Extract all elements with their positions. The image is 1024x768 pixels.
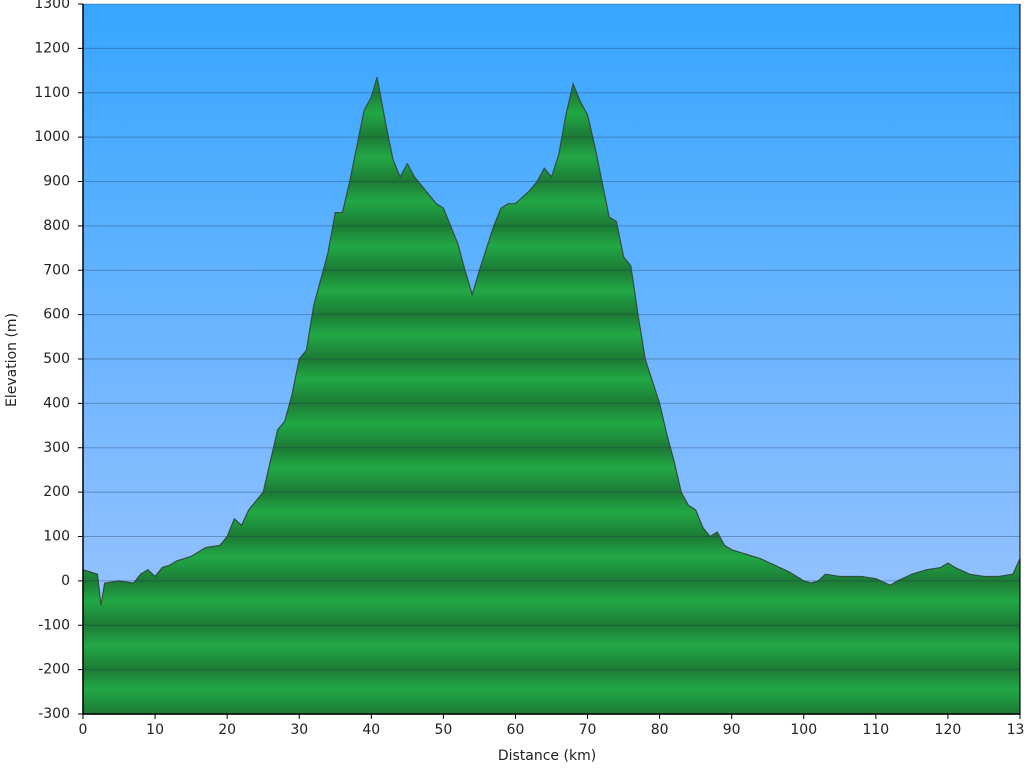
x-tick-label: 60 bbox=[507, 722, 525, 738]
y-tick-label: 0 bbox=[61, 573, 70, 589]
y-tick-label: 1000 bbox=[34, 129, 70, 145]
x-tick-label: 10 bbox=[146, 722, 164, 738]
x-tick-label: 50 bbox=[434, 722, 452, 738]
x-tick-label: 100 bbox=[790, 722, 817, 738]
elevation-area bbox=[82, 77, 1021, 715]
y-tick-label: -100 bbox=[38, 617, 70, 633]
y-tick-label: 800 bbox=[43, 218, 70, 234]
x-tick-label: 120 bbox=[935, 722, 962, 738]
x-tick-label: 0 bbox=[79, 722, 88, 738]
x-axis-title: Distance (km) bbox=[498, 748, 596, 764]
y-tick-label: 900 bbox=[43, 174, 70, 190]
x-tick-label: 20 bbox=[218, 722, 236, 738]
y-tick-label: -200 bbox=[38, 662, 70, 678]
y-tick-label: 1300 bbox=[34, 0, 70, 12]
x-tick-label: 110 bbox=[862, 722, 889, 738]
y-tick-label: 300 bbox=[43, 440, 70, 456]
y-tick-label: 700 bbox=[43, 262, 70, 278]
x-tick-label: 90 bbox=[723, 722, 741, 738]
y-tick-label: 200 bbox=[43, 484, 70, 500]
y-tick-label: 600 bbox=[43, 307, 70, 323]
y-tick-label: 100 bbox=[43, 529, 70, 545]
x-tick-label: 70 bbox=[579, 722, 597, 738]
x-tick-label: 80 bbox=[651, 722, 669, 738]
y-tick-label: 1100 bbox=[34, 85, 70, 101]
y-tick-label: 1200 bbox=[34, 40, 70, 56]
x-tick-label: 40 bbox=[362, 722, 380, 738]
x-tick-label: 130 bbox=[1007, 722, 1024, 738]
x-tick-label: 30 bbox=[290, 722, 308, 738]
y-axis-title: Elevation (m) bbox=[4, 313, 20, 407]
y-tick-label: 400 bbox=[43, 395, 70, 411]
y-tick-label: 500 bbox=[43, 351, 70, 367]
y-tick-label: -300 bbox=[38, 706, 70, 722]
